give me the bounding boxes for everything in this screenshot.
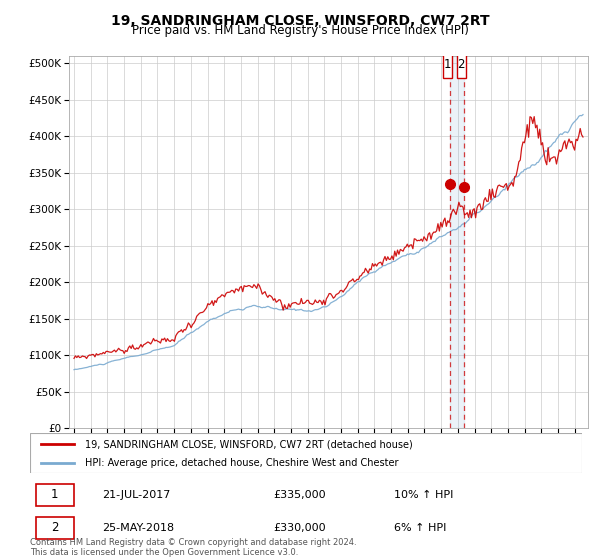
Text: £335,000: £335,000 xyxy=(273,490,326,500)
Text: 1: 1 xyxy=(51,488,59,501)
Text: 19, SANDRINGHAM CLOSE, WINSFORD, CW7 2RT (detached house): 19, SANDRINGHAM CLOSE, WINSFORD, CW7 2RT… xyxy=(85,439,413,449)
Text: HPI: Average price, detached house, Cheshire West and Chester: HPI: Average price, detached house, Ches… xyxy=(85,458,398,468)
Text: 25-MAY-2018: 25-MAY-2018 xyxy=(102,522,174,533)
Text: 2: 2 xyxy=(51,521,59,534)
Text: Contains HM Land Registry data © Crown copyright and database right 2024.
This d: Contains HM Land Registry data © Crown c… xyxy=(30,538,356,557)
Text: Price paid vs. HM Land Registry's House Price Index (HPI): Price paid vs. HM Land Registry's House … xyxy=(131,24,469,37)
Text: 1: 1 xyxy=(444,58,451,71)
Text: 6% ↑ HPI: 6% ↑ HPI xyxy=(394,522,446,533)
Text: 2: 2 xyxy=(458,58,465,71)
Bar xyxy=(35,517,74,539)
Text: 10% ↑ HPI: 10% ↑ HPI xyxy=(394,490,454,500)
Bar xyxy=(443,50,452,78)
Bar xyxy=(35,484,74,506)
Bar xyxy=(457,50,466,78)
Text: 19, SANDRINGHAM CLOSE, WINSFORD, CW7 2RT: 19, SANDRINGHAM CLOSE, WINSFORD, CW7 2RT xyxy=(110,14,490,28)
Text: 21-JUL-2017: 21-JUL-2017 xyxy=(102,490,170,500)
Text: £330,000: £330,000 xyxy=(273,522,326,533)
FancyBboxPatch shape xyxy=(30,433,582,473)
Bar xyxy=(451,56,464,428)
